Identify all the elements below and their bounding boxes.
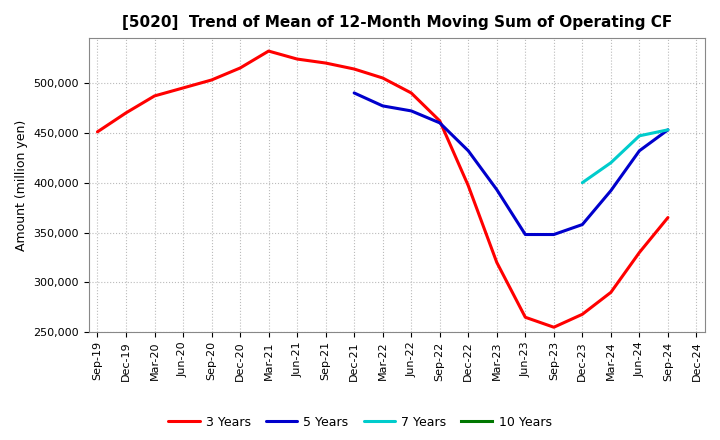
5 Years	[407, 108, 415, 114]
5 Years	[578, 222, 587, 227]
5 Years	[492, 187, 501, 192]
3 Years	[379, 75, 387, 81]
7 Years	[664, 127, 672, 132]
3 Years	[264, 48, 273, 54]
3 Years	[436, 118, 444, 124]
5 Years	[350, 90, 359, 95]
3 Years	[492, 260, 501, 265]
Legend: 3 Years, 5 Years, 7 Years, 10 Years: 3 Years, 5 Years, 7 Years, 10 Years	[163, 411, 557, 434]
3 Years	[407, 90, 415, 95]
3 Years	[635, 250, 644, 255]
3 Years	[179, 85, 187, 91]
5 Years	[606, 188, 615, 193]
3 Years	[606, 290, 615, 295]
7 Years	[578, 180, 587, 185]
7 Years	[635, 133, 644, 139]
3 Years	[549, 325, 558, 330]
3 Years	[93, 129, 102, 135]
3 Years	[122, 110, 130, 116]
Line: 5 Years: 5 Years	[354, 93, 668, 235]
5 Years	[436, 120, 444, 125]
Y-axis label: Amount (million yen): Amount (million yen)	[15, 120, 28, 251]
3 Years	[321, 60, 330, 66]
3 Years	[293, 56, 302, 62]
3 Years	[207, 77, 216, 83]
3 Years	[350, 66, 359, 72]
5 Years	[379, 103, 387, 109]
7 Years	[606, 160, 615, 165]
3 Years	[664, 215, 672, 220]
Title: [5020]  Trend of Mean of 12-Month Moving Sum of Operating CF: [5020] Trend of Mean of 12-Month Moving …	[122, 15, 672, 30]
5 Years	[521, 232, 530, 237]
5 Years	[635, 148, 644, 154]
3 Years	[150, 93, 159, 99]
3 Years	[464, 183, 472, 188]
Line: 7 Years: 7 Years	[582, 130, 668, 183]
5 Years	[549, 232, 558, 237]
3 Years	[521, 315, 530, 320]
Line: 3 Years: 3 Years	[97, 51, 668, 327]
3 Years	[235, 66, 244, 71]
3 Years	[578, 312, 587, 317]
5 Years	[464, 148, 472, 154]
5 Years	[664, 127, 672, 132]
